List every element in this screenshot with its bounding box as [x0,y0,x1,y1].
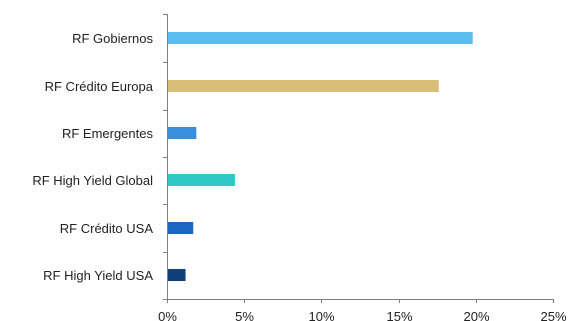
category-label-3: RF High Yield Global [32,173,153,188]
bar-2 [167,127,197,139]
category-label-5: RF High Yield USA [43,268,153,283]
bar-5 [167,269,186,281]
category-label-4: RF Crédito USA [60,221,154,236]
axes: 0% 5% 10% 15% 20% 25% [158,14,567,321]
x-tick-label-5: 25% [540,309,566,321]
category-label-0: RF Gobiernos [72,31,153,46]
x-tick-label-2: 10% [308,309,334,321]
bar-4 [167,222,194,234]
category-labels: RF Gobiernos RF Crédito Europa RF Emergent… [32,31,153,283]
x-tick-label-1: 5% [235,309,254,321]
bar-3 [167,174,235,186]
x-tick-label-4: 20% [463,309,489,321]
category-label-2: RF Emergentes [62,126,154,141]
bar-1 [167,80,439,92]
bars-layer [167,32,473,281]
bar-0 [167,32,473,44]
x-tick-label-0: 0% [158,309,177,321]
x-tick-label-3: 15% [386,309,412,321]
category-label-1: RF Crédito Europa [45,79,154,94]
